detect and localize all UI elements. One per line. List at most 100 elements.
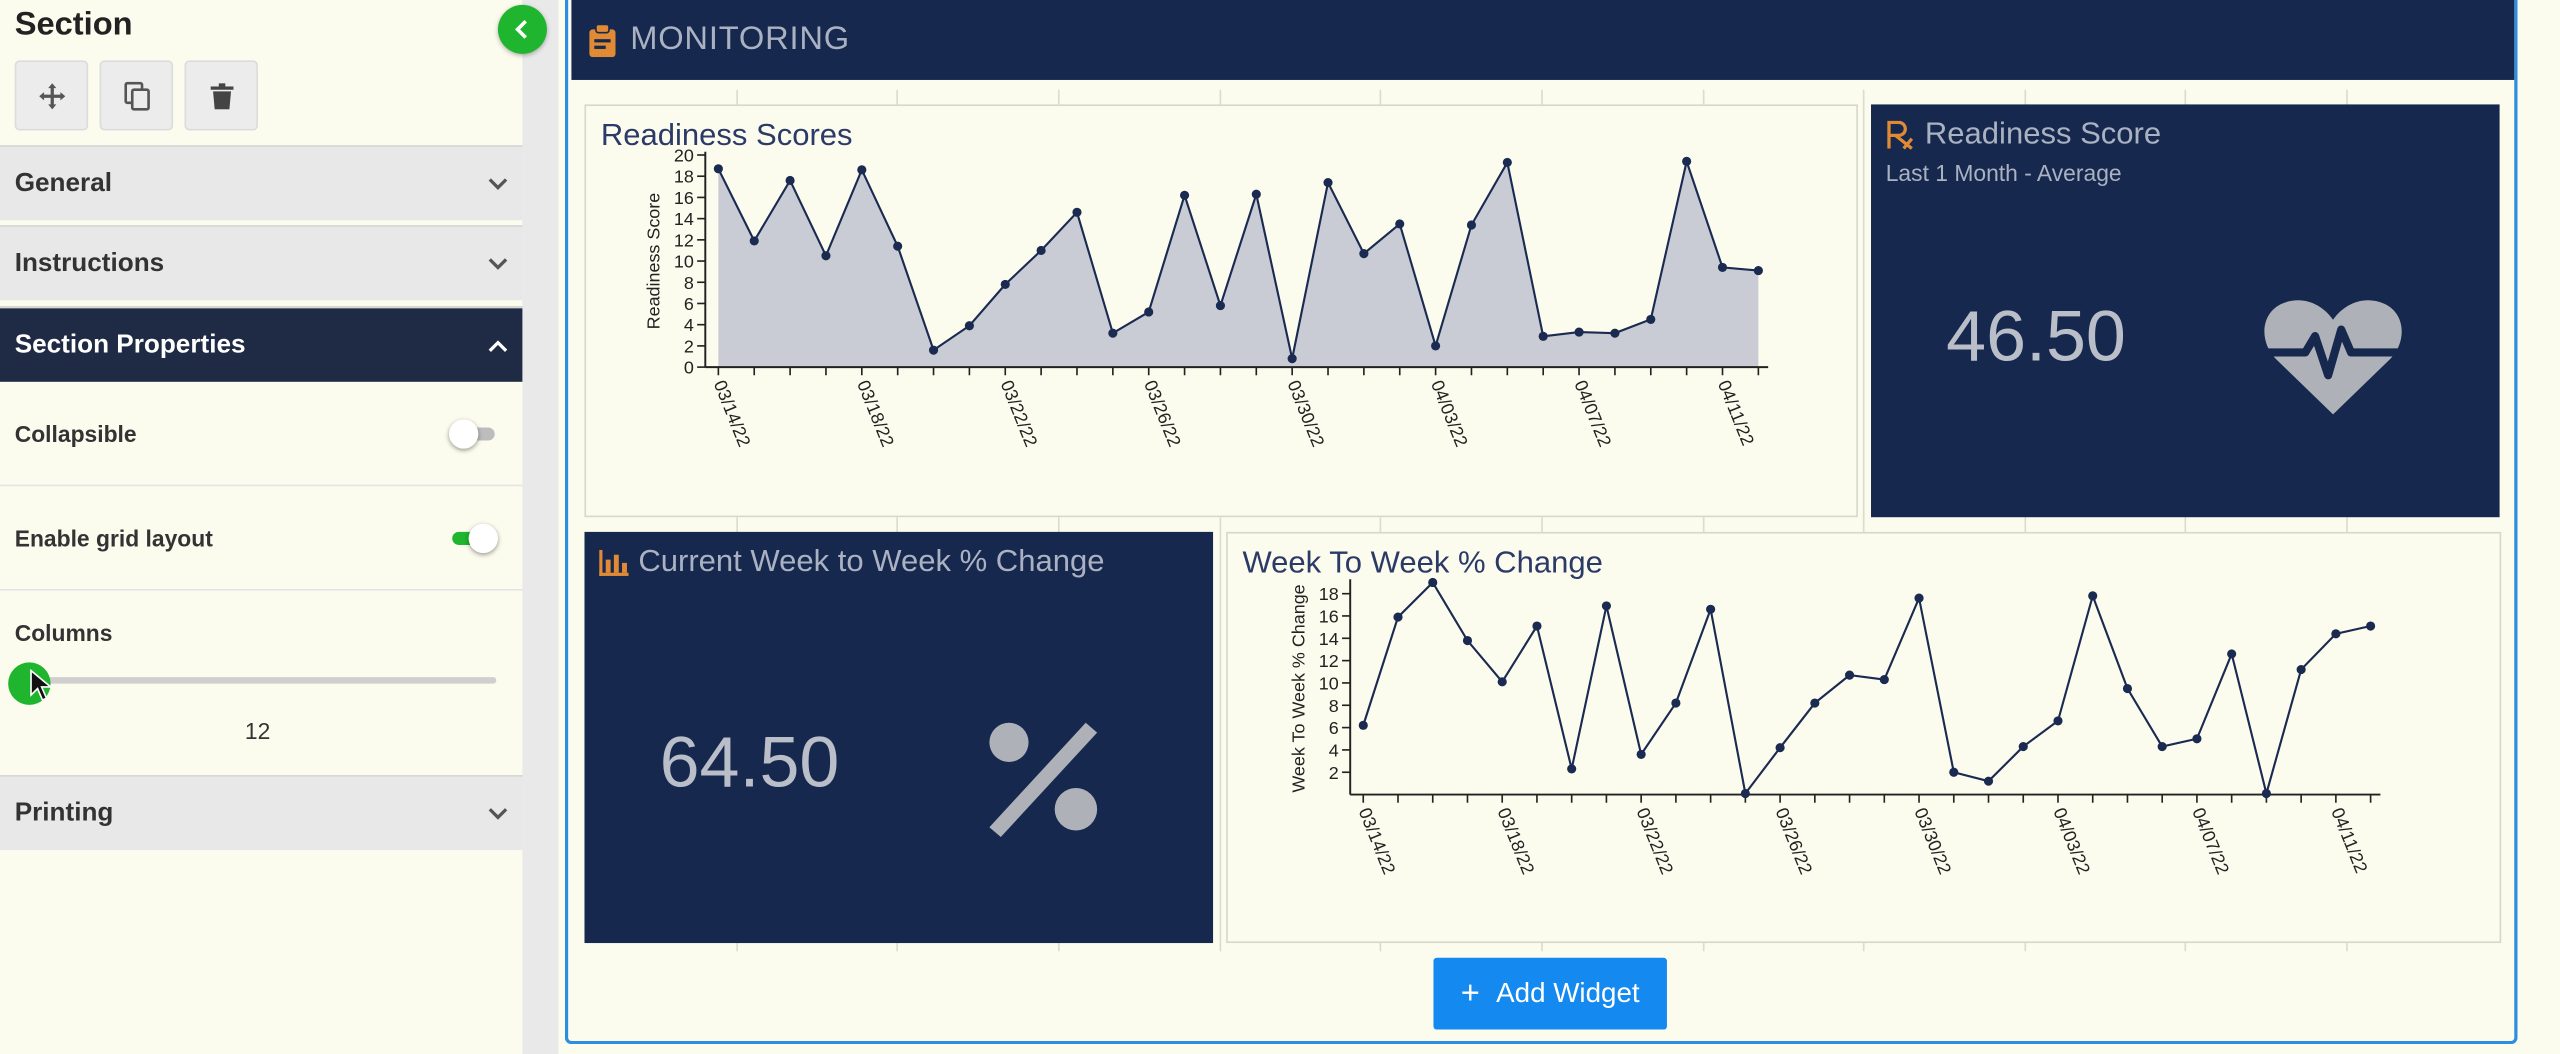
data-point	[1610, 328, 1620, 338]
x-tick-label: 03/22/22	[997, 377, 1042, 449]
x-tick-label: 04/03/22	[1427, 377, 1472, 449]
y-tick-label: 12	[1319, 651, 1339, 671]
current-week-change-widget[interactable]: Current Week to Week % Change 64.50	[584, 531, 1214, 944]
accordion-instructions-label: Instructions	[14, 248, 165, 277]
data-point	[2088, 591, 2098, 601]
heart-pulse-icon	[2262, 300, 2404, 415]
columns-slider-track[interactable]	[29, 677, 497, 684]
data-point	[2192, 734, 2202, 744]
data-point	[1567, 764, 1577, 774]
data-point	[1251, 189, 1261, 199]
readiness-score-subtitle: Last 1 Month - Average	[1885, 159, 2122, 187]
data-point	[1036, 245, 1046, 256]
data-point	[1497, 677, 1507, 687]
accordion-instructions[interactable]: Instructions	[0, 225, 523, 301]
accordion-printing[interactable]: Printing	[0, 775, 523, 851]
data-point	[1359, 249, 1369, 259]
y-tick-label: 8	[684, 273, 694, 293]
percent-icon	[989, 722, 1098, 838]
data-point	[1914, 593, 1924, 603]
accordion-section-properties-label: Section Properties	[14, 330, 246, 359]
add-widget-button[interactable]: + Add Widget	[1433, 957, 1667, 1030]
delete-button[interactable]	[184, 60, 258, 131]
data-point	[1740, 788, 1750, 799]
current-week-change-title: Current Week to Week % Change	[638, 544, 1105, 580]
data-point	[1462, 635, 1473, 646]
data-point	[857, 165, 867, 175]
readiness-scores-title: Readiness Scores	[600, 119, 853, 154]
grid-layout-toggle[interactable]	[449, 521, 498, 554]
data-point	[928, 345, 939, 355]
data-point	[893, 241, 903, 251]
x-tick-label: 04/07/22	[1570, 377, 1615, 449]
y-tick-label: 12	[674, 230, 694, 250]
data-point	[1753, 266, 1763, 276]
x-tick-label: 03/30/22	[1910, 805, 1955, 877]
accordion-general[interactable]: General	[0, 145, 523, 221]
y-tick-label: 16	[674, 188, 694, 208]
copy-button[interactable]	[99, 60, 174, 131]
data-point	[1810, 698, 1820, 708]
y-tick-label: 8	[1329, 696, 1339, 716]
y-tick-label: 4	[1329, 740, 1339, 760]
y-tick-label: 0	[684, 358, 694, 378]
y-tick-label: 4	[684, 315, 694, 335]
x-tick-label: 03/22/22	[1633, 805, 1678, 877]
data-point	[1538, 331, 1548, 341]
series-line	[717, 157, 1759, 359]
x-tick-label: 03/14/22	[1355, 805, 1400, 877]
y-tick-label: 14	[1319, 629, 1339, 649]
x-tick-label: 03/18/22	[1494, 805, 1539, 877]
accordion-section-properties[interactable]: Section Properties	[0, 306, 523, 382]
chevron-down-icon	[488, 257, 508, 270]
data-point	[713, 164, 723, 174]
x-tick-label: 03/30/22	[1284, 377, 1329, 449]
data-point	[1682, 156, 1692, 166]
data-point	[2053, 716, 2063, 726]
x-tick-label: 03/26/22	[1140, 377, 1185, 449]
readiness-score-widget[interactable]: Readiness Score Last 1 Month - Average 4…	[1871, 104, 2500, 518]
clipboard-icon	[588, 23, 617, 57]
week-to-week-widget[interactable]: Week To Week % Change 2 4 6 8 10 12 14 16 18 03/1…	[1226, 531, 2502, 944]
data-point	[1108, 328, 1118, 338]
data-point	[1532, 621, 1542, 631]
data-point	[2296, 664, 2306, 675]
y-tick-label: 2	[1329, 763, 1339, 783]
x-tick-label: 03/14/22	[710, 377, 755, 449]
y-tick-label: 16	[1319, 606, 1339, 626]
data-point	[821, 251, 831, 261]
data-point	[1601, 601, 1611, 611]
y-tick-label: 18	[674, 167, 694, 187]
data-point	[1000, 279, 1010, 289]
section-title: MONITORING	[630, 21, 851, 58]
readiness-scores-widget[interactable]: Readiness Scores 0 2 4 6 8 10 12 14 16 18 20 03/14/…	[584, 104, 1858, 518]
data-point	[2157, 742, 2167, 752]
plus-icon: +	[1460, 975, 1480, 1012]
area-fill	[718, 161, 1759, 368]
y-axis-label: Week To Week % Change	[1288, 584, 1308, 792]
y-tick-label: 2	[684, 336, 694, 356]
section-header: MONITORING	[571, 0, 2515, 80]
sidebar-title: Section	[14, 6, 133, 43]
data-point	[1323, 178, 1333, 188]
data-point	[1502, 157, 1512, 167]
collapsible-row: Collapsible	[0, 382, 523, 487]
grid-layout-label: Enable grid layout	[14, 524, 213, 551]
y-tick-label: 18	[1319, 584, 1339, 604]
y-tick-label: 14	[674, 209, 694, 229]
collapsible-toggle[interactable]	[448, 417, 498, 450]
move-button[interactable]	[14, 60, 89, 131]
data-point	[1431, 341, 1441, 351]
accordion-printing-label: Printing	[14, 798, 114, 827]
data-point	[1983, 776, 1994, 786]
data-point	[1395, 219, 1405, 229]
data-point	[1215, 301, 1226, 311]
data-point	[1717, 262, 1728, 272]
data-point	[1949, 767, 1959, 777]
x-tick-label: 04/11/22	[2327, 805, 2371, 876]
data-point	[2366, 621, 2376, 631]
x-tick-label: 04/07/22	[2188, 805, 2233, 877]
collapse-sidebar-button[interactable]	[497, 4, 547, 54]
data-point	[1671, 698, 1681, 708]
chevron-up-icon	[488, 339, 508, 352]
